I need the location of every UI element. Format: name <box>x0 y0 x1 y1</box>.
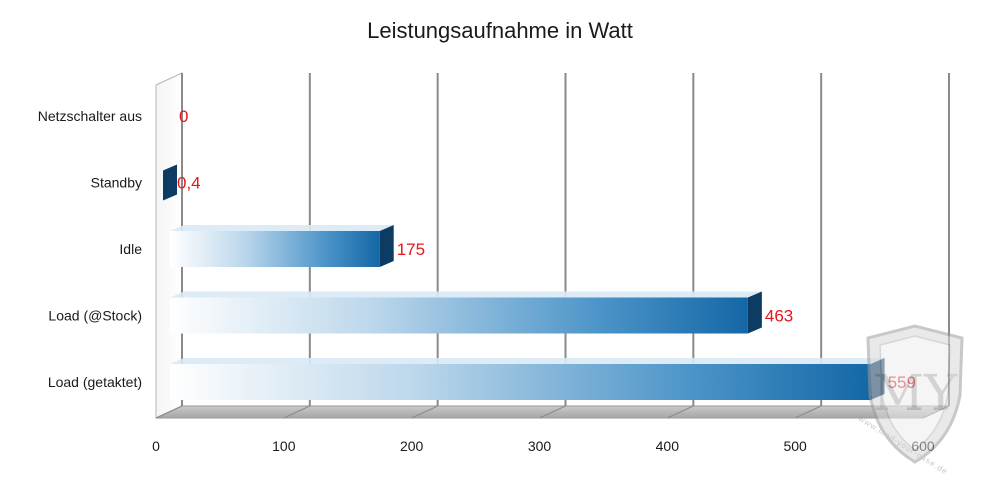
floor-line <box>411 405 438 419</box>
watermark: MY www.mod-your-case.de <box>856 324 964 477</box>
x-tick-label: 400 <box>656 438 680 454</box>
bar <box>170 231 380 267</box>
x-tick-label: 0 <box>152 438 160 454</box>
category-label: Load (getaktet) <box>48 374 142 390</box>
data-label: 463 <box>765 307 793 326</box>
x-tick-label: 300 <box>528 438 552 454</box>
bar-end-cap <box>163 164 177 201</box>
bar <box>170 364 871 400</box>
watermark-letters: MY <box>873 364 958 422</box>
bar-top <box>170 358 885 364</box>
data-label: 175 <box>397 240 425 259</box>
floor-line <box>794 405 822 419</box>
category-label: Standby <box>91 175 142 191</box>
shield-inner-icon <box>879 335 951 451</box>
category-label: Netzschalter aus <box>38 108 142 124</box>
labels-layer: 0100200300400500600Netzschalter aus0Stan… <box>38 107 935 454</box>
category-label: Idle <box>119 241 142 257</box>
floor-line <box>155 405 183 419</box>
chart-title: Leistungsaufnahme in Watt <box>367 18 633 43</box>
bar-end-cap <box>379 225 394 267</box>
data-label: 0,4 <box>177 174 201 193</box>
x-tick-label: 100 <box>272 438 296 454</box>
floor-line <box>283 405 311 419</box>
x-tick-label: 500 <box>783 438 807 454</box>
floor-line <box>667 405 694 419</box>
floor-line <box>539 405 566 419</box>
x-tick-label: 200 <box>400 438 424 454</box>
bar-top <box>170 225 394 231</box>
category-label: Load (@Stock) <box>48 308 142 324</box>
bars-layer <box>163 164 885 400</box>
bar <box>170 297 748 334</box>
data-label: 0 <box>179 107 188 126</box>
bar-end-cap <box>747 291 762 334</box>
bar-top <box>170 291 762 298</box>
